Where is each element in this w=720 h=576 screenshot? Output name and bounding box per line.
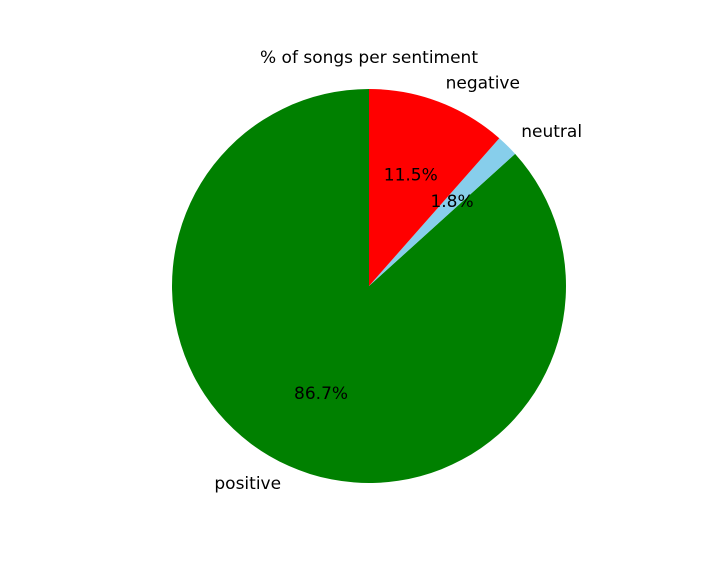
pie-labels: positive 86.7% neutral 1.8% negative 11.5%: [214, 73, 582, 494]
slice-label-neutral: neutral: [521, 122, 582, 142]
slice-label-positive: positive: [214, 474, 281, 494]
chart-title: % of songs per sentiment: [260, 48, 478, 68]
pie-slices: [172, 89, 567, 483]
pie-slice-neutral: [369, 138, 516, 286]
slice-label-negative: negative: [446, 73, 520, 93]
slice-pct-positive: 86.7%: [294, 384, 348, 404]
pie-slice-negative: [369, 89, 500, 286]
slice-pct-neutral: 1.8%: [430, 192, 473, 212]
slice-pct-negative: 11.5%: [384, 165, 438, 185]
pie-slice-positive: [172, 89, 567, 483]
